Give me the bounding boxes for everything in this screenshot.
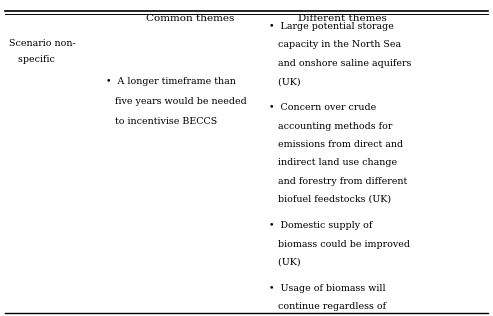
Text: (UK): (UK) [269, 77, 300, 86]
Text: •  Concern over crude: • Concern over crude [269, 103, 376, 112]
Text: capacity in the North Sea: capacity in the North Sea [269, 40, 401, 49]
Text: and forestry from different: and forestry from different [269, 177, 407, 185]
Text: •  Large potential storage: • Large potential storage [269, 22, 393, 31]
Text: accounting methods for: accounting methods for [269, 122, 392, 131]
Text: emissions from direct and: emissions from direct and [269, 140, 403, 149]
Text: and onshore saline aquifers: and onshore saline aquifers [269, 59, 411, 68]
Text: •  Domestic supply of: • Domestic supply of [269, 221, 372, 230]
Text: indirect land use change: indirect land use change [269, 158, 397, 167]
Text: biofuel feedstocks (UK): biofuel feedstocks (UK) [269, 195, 391, 204]
Text: continue regardless of: continue regardless of [269, 302, 386, 311]
Text: five years would be needed: five years would be needed [106, 97, 247, 106]
Text: Scenario non-: Scenario non- [9, 40, 75, 48]
Text: to incentivise BECCS: to incentivise BECCS [106, 117, 217, 125]
Text: Common themes: Common themes [145, 14, 234, 23]
Text: (UK): (UK) [269, 258, 300, 267]
Text: Different themes: Different themes [298, 14, 387, 23]
Text: specific: specific [9, 55, 55, 64]
Text: biomass could be improved: biomass could be improved [269, 240, 410, 248]
Text: •  A longer timeframe than: • A longer timeframe than [106, 77, 236, 86]
Text: •  Usage of biomass will: • Usage of biomass will [269, 284, 386, 293]
